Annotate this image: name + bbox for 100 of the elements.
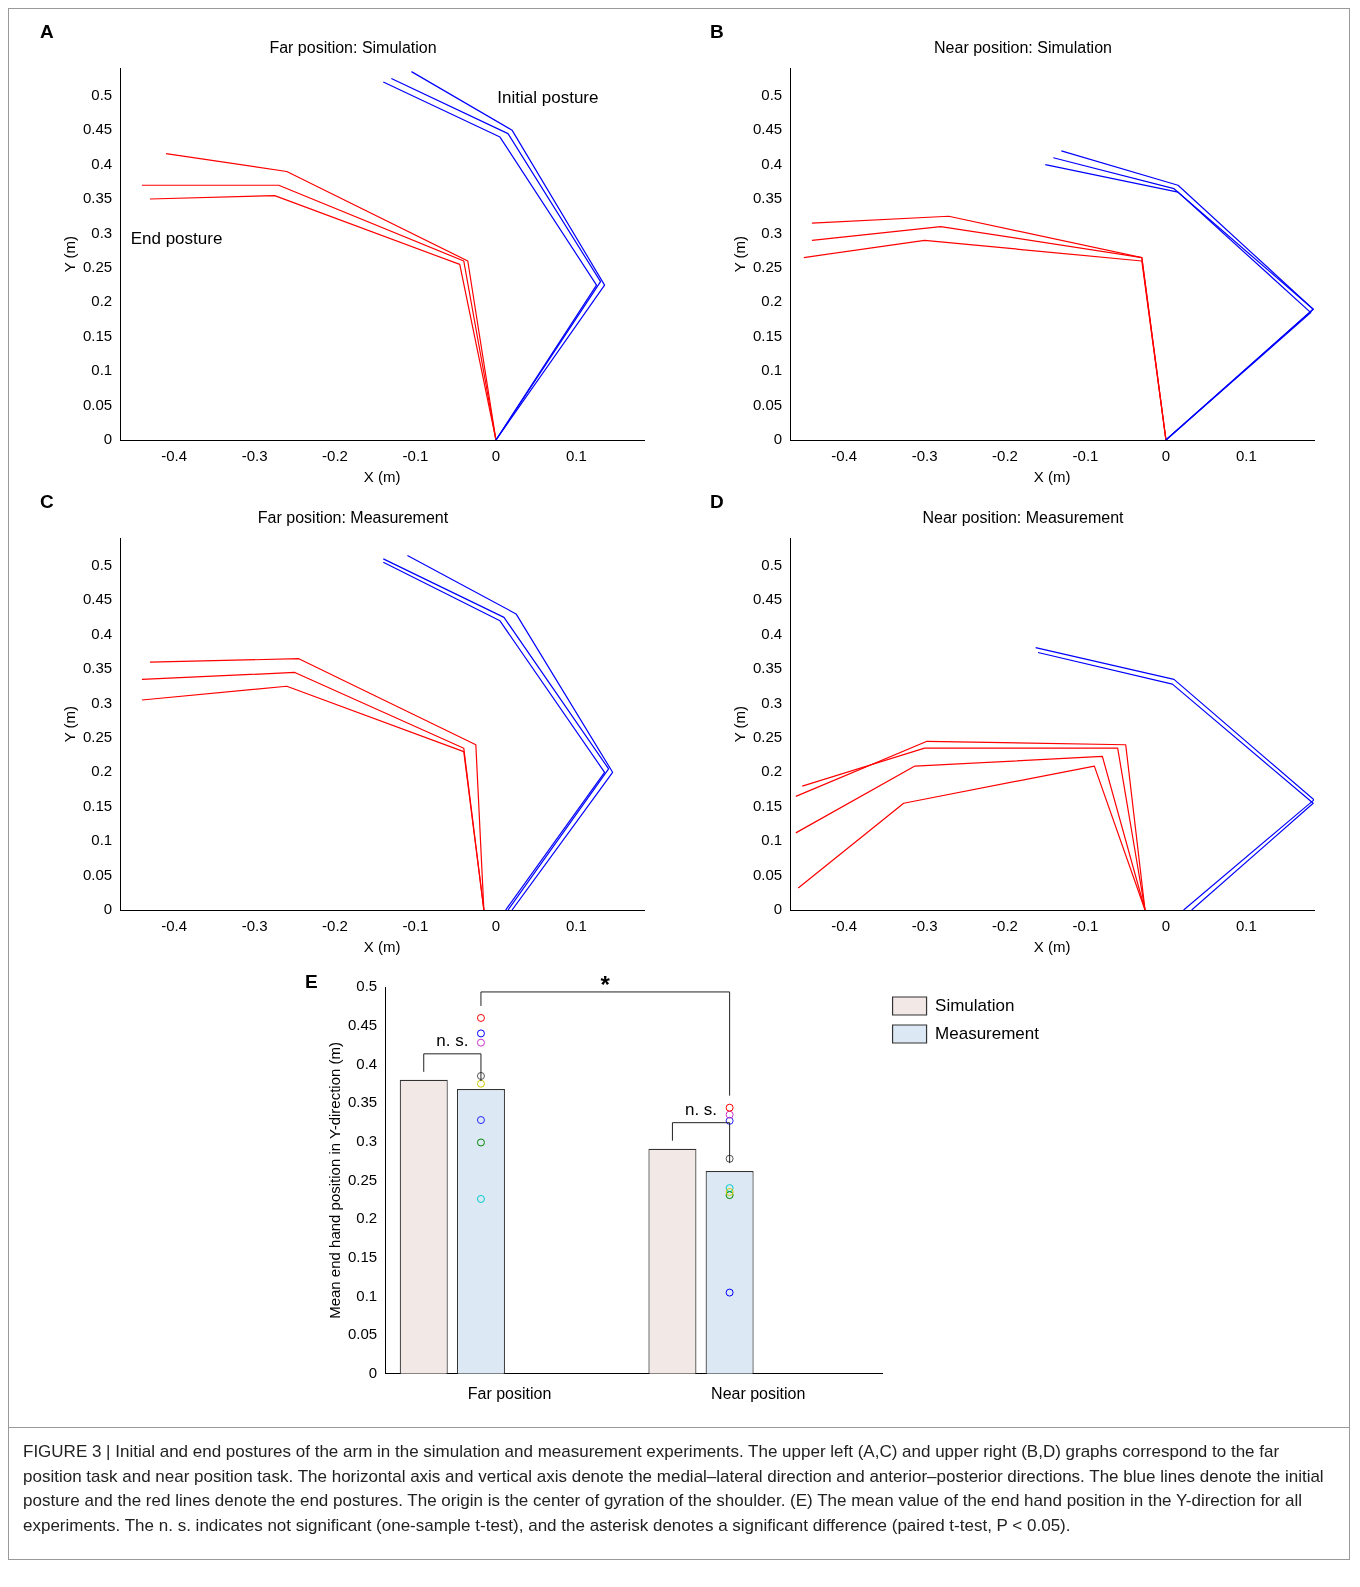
x-tick-label: 0.1 <box>565 447 587 465</box>
x-tick-label: 0 <box>491 447 501 465</box>
x-tick-label: 0.1 <box>1235 917 1257 935</box>
y-tick-label: 0 <box>103 900 113 918</box>
y-tick-label: 0.15 <box>347 1247 378 1265</box>
x-tick-label: Near position <box>711 1384 806 1402</box>
y-tick-label: 0.4 <box>761 154 783 172</box>
y-tick-label: 0.45 <box>82 590 113 608</box>
y-tick-label: 0.1 <box>761 361 783 379</box>
x-tick-label: -0.4 <box>161 447 188 465</box>
x-axis-title: X (m) <box>363 468 401 486</box>
text: A <box>40 20 54 42</box>
x-axis-title: X (m) <box>1033 468 1071 486</box>
y-tick-label: 0.15 <box>82 326 113 344</box>
y-axis-title: Y (m) <box>731 705 749 743</box>
x-tick-label: -0.2 <box>992 447 1018 465</box>
y-tick-label: 0.25 <box>752 258 783 276</box>
y-tick-label: 0.1 <box>356 1286 378 1304</box>
text: C <box>40 490 54 512</box>
x-tick-label: -0.2 <box>992 917 1018 935</box>
x-axis-title: X (m) <box>363 938 401 956</box>
annotation: n. s. <box>436 1031 469 1051</box>
x-tick-label: -0.3 <box>911 447 938 465</box>
y-tick-label: 0.05 <box>752 865 783 883</box>
legend-label: Simulation <box>935 995 1015 1015</box>
text: B <box>710 20 724 42</box>
y-tick-label: 0.25 <box>82 728 113 746</box>
chart-title: Far position: Simulation <box>269 39 437 57</box>
y-tick-label: 0.45 <box>347 1015 378 1033</box>
x-tick-label: -0.1 <box>1072 917 1099 935</box>
y-tick-label: 0.5 <box>91 555 113 573</box>
y-tick-label: 0.3 <box>91 693 113 711</box>
y-tick-label: 0 <box>103 430 113 448</box>
y-tick-label: 0.35 <box>82 659 113 677</box>
y-axis-title: Y (m) <box>731 235 749 273</box>
y-tick-label: 0 <box>773 430 783 448</box>
y-tick-label: 0.2 <box>91 292 113 310</box>
y-tick-label: 0.2 <box>761 292 783 310</box>
y-tick-label: 0.1 <box>91 831 113 849</box>
y-tick-label: 0.3 <box>761 693 783 711</box>
y-tick-label: 0.5 <box>761 85 783 103</box>
y-tick-label: 0.25 <box>347 1170 378 1188</box>
text: D <box>710 490 724 512</box>
x-tick-label: 0 <box>491 917 501 935</box>
y-tick-label: 0.4 <box>761 624 783 642</box>
x-tick-label: 0 <box>1161 447 1171 465</box>
y-tick-label: 0.15 <box>752 326 783 344</box>
y-tick-label: 0.2 <box>761 762 783 780</box>
y-tick-label: 0.35 <box>752 189 783 207</box>
y-tick-label: 0.5 <box>356 977 378 995</box>
y-tick-label: 0.35 <box>752 659 783 677</box>
x-tick-label: 0 <box>1161 917 1171 935</box>
y-tick-label: 0.25 <box>82 258 113 276</box>
y-tick-label: 0.15 <box>82 796 113 814</box>
x-tick-label: -0.4 <box>161 917 188 935</box>
annotation: n. s. <box>684 1099 718 1119</box>
y-tick-label: 0.4 <box>356 1054 378 1072</box>
annotation: End posture <box>130 228 223 248</box>
y-tick-label: 0.2 <box>356 1209 378 1227</box>
y-axis-title: Mean end hand position in Y-direction (m) <box>326 1041 344 1319</box>
y-tick-label: 0.25 <box>752 728 783 746</box>
x-tick-label: -0.2 <box>322 447 348 465</box>
x-tick-label: -0.1 <box>1072 447 1099 465</box>
x-tick-label: -0.3 <box>241 447 268 465</box>
y-tick-label: 0 <box>368 1363 378 1381</box>
y-tick-label: 0.5 <box>91 85 113 103</box>
x-tick-label: -0.3 <box>911 917 938 935</box>
y-tick-label: 0 <box>773 900 783 918</box>
x-axis-title: X (m) <box>1033 938 1071 956</box>
y-tick-label: 0.1 <box>761 831 783 849</box>
legend-label: Measurement <box>935 1023 1040 1043</box>
y-tick-label: 0.3 <box>761 223 783 241</box>
annotation: * <box>600 970 611 998</box>
y-tick-label: 0.5 <box>761 555 783 573</box>
y-tick-label: 0.05 <box>752 395 783 413</box>
x-tick-label: -0.4 <box>831 447 858 465</box>
x-tick-label: -0.1 <box>402 917 429 935</box>
y-tick-label: 0.4 <box>91 624 113 642</box>
y-tick-label: 0.2 <box>91 762 113 780</box>
y-tick-label: 0.05 <box>82 865 113 883</box>
y-tick-label: 0.4 <box>91 154 113 172</box>
y-axis-title: Y (m) <box>61 705 79 743</box>
y-tick-label: 0.3 <box>356 1131 378 1149</box>
y-tick-label: 0.45 <box>752 590 783 608</box>
y-tick-label: 0.1 <box>91 361 113 379</box>
y-tick-label: 0.05 <box>347 1325 378 1343</box>
chart-title: Near position: Simulation <box>934 39 1112 57</box>
x-tick-label: 0.1 <box>1235 447 1257 465</box>
chart-title: Far position: Measurement <box>257 509 449 527</box>
x-tick-label: -0.3 <box>241 917 268 935</box>
chart-title: Near position: Measurement <box>922 509 1125 527</box>
y-tick-label: 0.15 <box>752 796 783 814</box>
annotation: Initial posture <box>497 87 599 107</box>
x-tick-label: Far position <box>467 1384 552 1402</box>
y-tick-label: 0.35 <box>82 189 113 207</box>
y-tick-label: 0.05 <box>82 395 113 413</box>
x-tick-label: -0.1 <box>402 447 429 465</box>
x-tick-label: -0.2 <box>322 917 348 935</box>
y-tick-label: 0.3 <box>91 223 113 241</box>
caption: FIGURE 3 | Initial and end postures of the arm in the simulation and measurement experiments. The upper left (A,C) and upper right (B,D) graphs correspond to the far position task and near position task. The horizontal axis and vertical axis denote the medial–lateral direction and anterior–posterior directions. The blue lines denote the initial posture and the red lines denote the end postures. The origin is the center of gyration of the shoulder. (E) The mean value of the end hand position in the Y-direction for all experiments. The n. s. indicates not significant (one-sample t-test), and the asterisk denotes a significant difference (paired t-test, P < 0.05). <box>23 1441 1325 1537</box>
